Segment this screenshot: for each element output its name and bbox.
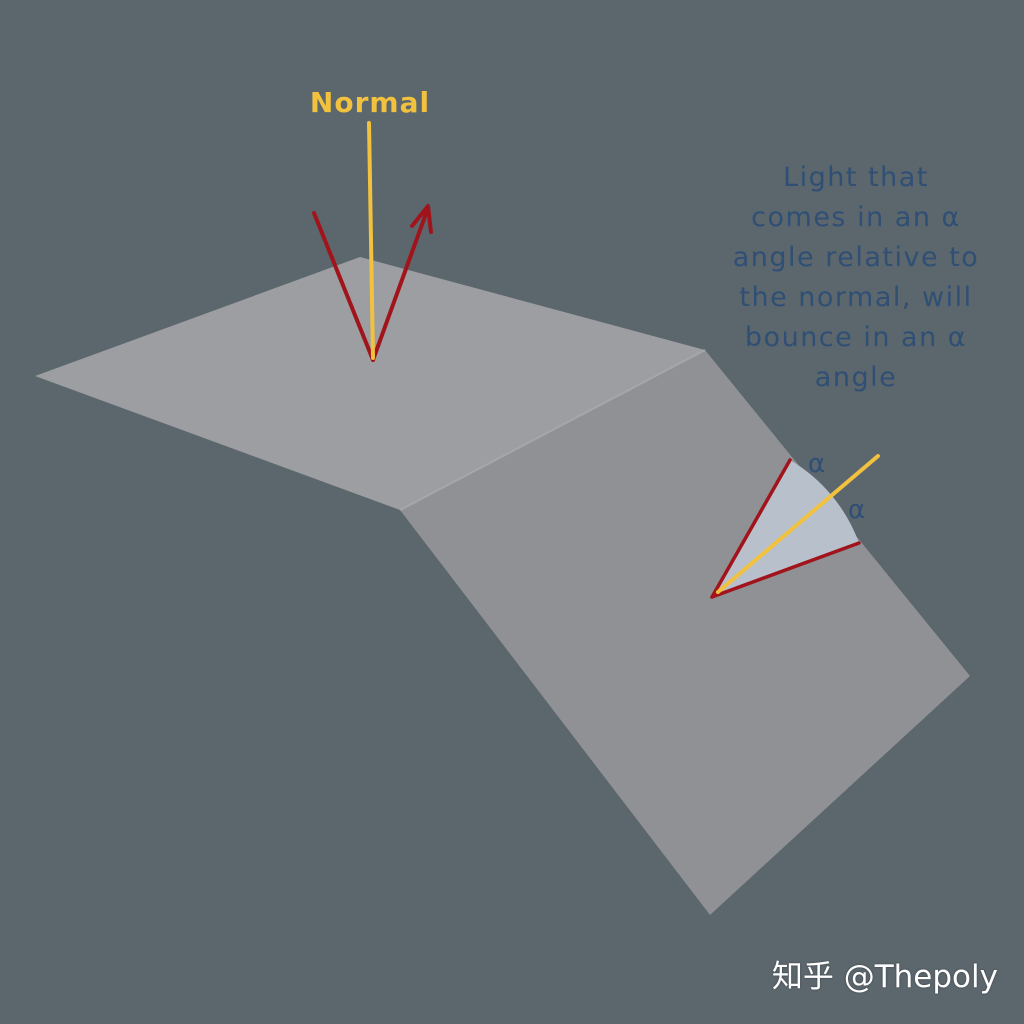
alpha-label: α bbox=[848, 495, 865, 525]
normal-vector bbox=[367, 121, 375, 360]
normal-label: Normal bbox=[310, 86, 430, 119]
alpha-label: α bbox=[808, 449, 825, 479]
explanation-line: angle bbox=[814, 362, 898, 393]
reflected-ray bbox=[710, 541, 861, 599]
explanation-line: angle relative to bbox=[732, 242, 980, 273]
incident-ray bbox=[710, 458, 792, 599]
side-plane-surface bbox=[400, 350, 970, 915]
fold-edge bbox=[399, 349, 706, 511]
normal-vector bbox=[716, 454, 880, 594]
watermark: 知乎 @Thepoly bbox=[771, 959, 998, 995]
explanation-line: the normal, will bbox=[739, 282, 973, 313]
angle-arc-fill bbox=[712, 460, 859, 597]
explanation-line: comes in an α bbox=[751, 202, 961, 233]
explanation-line: Light that bbox=[783, 162, 929, 193]
explanation-text: Light that comes in an α angle relative … bbox=[706, 158, 1006, 398]
top-reflection-group: Normal bbox=[310, 86, 433, 362]
top-plane-surface bbox=[35, 257, 705, 510]
reflected-ray-arrowhead bbox=[410, 204, 433, 234]
reflected-ray bbox=[371, 206, 430, 362]
explanation-line: bounce in an α bbox=[744, 322, 968, 353]
side-angle-group: α α bbox=[710, 449, 880, 599]
incident-ray bbox=[312, 211, 375, 362]
